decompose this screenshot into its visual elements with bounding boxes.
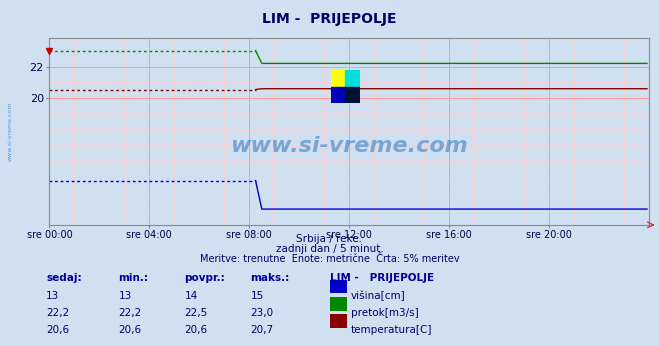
- Bar: [331, 86, 345, 103]
- Text: 14: 14: [185, 291, 198, 301]
- Text: maks.:: maks.:: [250, 273, 290, 283]
- Bar: [345, 70, 360, 86]
- Text: LIM -  PRIJEPOLJE: LIM - PRIJEPOLJE: [262, 12, 397, 26]
- Text: povpr.:: povpr.:: [185, 273, 225, 283]
- Text: višina[cm]: višina[cm]: [351, 291, 405, 301]
- Text: 22,2: 22,2: [46, 308, 69, 318]
- Bar: [331, 70, 345, 86]
- Text: 20,6: 20,6: [185, 325, 208, 335]
- Text: 20,6: 20,6: [119, 325, 142, 335]
- Text: 20,7: 20,7: [250, 325, 273, 335]
- Text: pretok[m3/s]: pretok[m3/s]: [351, 308, 418, 318]
- Text: www.si-vreme.com: www.si-vreme.com: [8, 102, 13, 161]
- Text: 22,5: 22,5: [185, 308, 208, 318]
- Text: www.si-vreme.com: www.si-vreme.com: [231, 136, 468, 156]
- Text: 22,2: 22,2: [119, 308, 142, 318]
- Text: 15: 15: [250, 291, 264, 301]
- Text: 13: 13: [46, 291, 59, 301]
- Bar: [345, 86, 360, 103]
- Text: Meritve: trenutne  Enote: metrične  Črta: 5% meritev: Meritve: trenutne Enote: metrične Črta: …: [200, 254, 459, 264]
- Text: LIM -   PRIJEPOLJE: LIM - PRIJEPOLJE: [330, 273, 434, 283]
- Text: min.:: min.:: [119, 273, 149, 283]
- Text: 20,6: 20,6: [46, 325, 69, 335]
- Text: 23,0: 23,0: [250, 308, 273, 318]
- Text: sedaj:: sedaj:: [46, 273, 82, 283]
- Text: temperatura[C]: temperatura[C]: [351, 325, 432, 335]
- Text: zadnji dan / 5 minut.: zadnji dan / 5 minut.: [275, 244, 384, 254]
- Text: 13: 13: [119, 291, 132, 301]
- Text: Srbija / reke.: Srbija / reke.: [297, 234, 362, 244]
